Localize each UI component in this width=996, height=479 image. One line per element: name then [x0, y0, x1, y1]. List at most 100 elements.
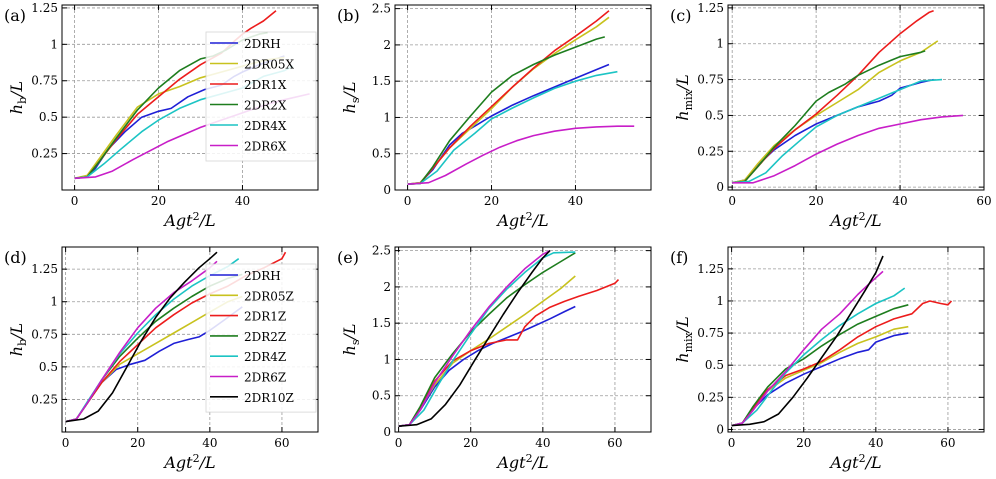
series-line-2DR2Z: [731, 304, 909, 427]
panel-label: (c): [670, 6, 691, 25]
y-axis-label: hs/L: [340, 82, 362, 114]
x-tick-label: 20: [151, 194, 166, 208]
y-tick-label: 2: [383, 280, 391, 294]
legend-box: [205, 263, 317, 413]
series-line-2DR6Z: [731, 270, 884, 427]
y-tick-label: 0: [383, 425, 391, 439]
axes-frame: [61, 246, 319, 433]
series-line-2DR6Z: [398, 249, 551, 427]
series-line-2DR2Z: [398, 252, 576, 427]
panel-label: (a): [4, 6, 26, 25]
legend-entry-2DR4X: 2DR4X: [244, 119, 287, 133]
panel-a: 0 20 400.250.50.7511.25(a)Agt2/Lhb/L2DRH2D…: [4, 1, 319, 230]
axes-frame: [394, 4, 652, 191]
y-tick-label: 0.5: [372, 147, 391, 161]
y-tick-label: 2: [383, 38, 391, 52]
x-axis-label: Agt2/L: [162, 452, 215, 472]
x-tick-label: 20: [796, 436, 811, 450]
y-axis-label: hmix/L: [673, 74, 695, 120]
x-tick-label: 20: [484, 194, 499, 208]
y-tick-label: 1.5: [372, 316, 391, 330]
x-axis-label: Agt2/L: [162, 210, 215, 230]
x-axis-label: Agt2/L: [828, 452, 881, 472]
legend-entry-2DRH: 2DRH: [244, 269, 281, 283]
x-tick-label: 0: [62, 436, 70, 450]
y-tick-label: 1.5: [372, 74, 391, 88]
legend-entry-2DR4Z: 2DR4Z: [244, 350, 286, 364]
x-tick-label: 60: [940, 436, 955, 450]
series-line-2DR6Z: [65, 260, 218, 423]
panel-e: 0 20 40 60 0 0.5 1 1.5 2 2.5 (e) Agt2/L hs/L: [337, 244, 652, 472]
y-tick-label: 0.25: [31, 147, 58, 161]
axes-frame: [394, 246, 652, 433]
series-line-2DRH: [732, 78, 934, 184]
x-tick-label: 0: [71, 194, 79, 208]
y-tick-label: 0.5: [372, 389, 391, 403]
series-line-2DR2Z: [407, 36, 606, 185]
series-line-2DR05X: [732, 40, 939, 184]
x-tick-label: 40: [868, 436, 883, 450]
y-tick-label: 1.25: [697, 1, 724, 15]
y-tick-label: 1: [50, 295, 58, 309]
y-tick-label: 0.75: [697, 326, 724, 340]
panel-c: 0 20 40 60 0 0.25 0.5 0.75 1 1.25 (c) Agt2/L hmix/L: [670, 1, 992, 230]
panel-b: 0 20 40 0 0.5 1 1.5 2 2.5 (b) Agt2/L hs/L: [337, 2, 652, 230]
panel-label: (e): [337, 248, 359, 267]
panel-f: 0 20 40 60 0 0.25 0.5 0.75 1 1.25 (f) Agt2/L hmix/L: [670, 246, 985, 472]
legend-entry-2DR1X: 2DR1X: [244, 78, 287, 92]
y-tick-label: 0: [716, 422, 724, 436]
y-tick-label: 0.5: [39, 360, 58, 374]
y-axis-label: hmix/L: [673, 316, 695, 362]
legend-entry-2DR6X: 2DR6X: [244, 140, 287, 154]
y-tick-label: 0.5: [705, 108, 724, 122]
y-tick-label: 1: [383, 352, 391, 366]
legend-box: [205, 31, 317, 162]
legend-entry-2DR1Z: 2DR1Z: [244, 310, 286, 324]
x-axis-label: Agt2/L: [828, 210, 881, 230]
x-tick-label: 60: [607, 436, 622, 450]
series-line-2DR10Z: [65, 251, 218, 423]
y-tick-label: 1: [50, 37, 58, 51]
y-tick-label: 1: [716, 37, 724, 51]
legend-entry-2DR2X: 2DR2X: [244, 99, 287, 113]
axes-frame: [727, 246, 985, 433]
y-tick-label: 0.75: [31, 74, 58, 88]
series-line-2DR6X: [732, 114, 964, 184]
y-tick-label: 1: [383, 110, 391, 124]
y-tick-label: 2.5: [372, 2, 391, 16]
legend-entry-2DR6Z: 2DR6Z: [244, 371, 286, 385]
x-tick-label: 20: [808, 194, 823, 208]
y-axis-label: hb/L: [7, 323, 29, 356]
legend: 2DRH 2DR05Z 2DR1Z 2DR2Z 2DR4Z 2DR6Z 2DR10Z: [205, 263, 317, 413]
series-line-2DRH: [407, 63, 610, 185]
x-tick-label: 60: [976, 194, 991, 208]
panel-label: (b): [337, 6, 360, 25]
x-tick-label: 0: [395, 436, 403, 450]
x-tick-label: 0: [728, 194, 736, 208]
legend-entry-2DR05Z: 2DR05Z: [244, 289, 294, 303]
y-tick-label: 0.25: [31, 392, 58, 406]
y-tick-label: 2.5: [372, 244, 391, 258]
series-line-2DR1Z: [731, 300, 953, 427]
x-tick-label: 40: [235, 194, 250, 208]
x-tick-label: 60: [274, 436, 289, 450]
x-tick-label: 40: [568, 194, 583, 208]
x-tick-label: 40: [892, 194, 907, 208]
y-tick-label: 0: [716, 180, 724, 194]
y-axis-label: hb/L: [7, 81, 29, 114]
legend-entry-2DR05X: 2DR05X: [244, 58, 295, 72]
x-tick-label: 40: [535, 436, 550, 450]
y-tick-label: 1.25: [31, 262, 58, 276]
y-tick-label: 0.75: [31, 327, 58, 341]
x-tick-label: 20: [463, 436, 478, 450]
axes-frame: [727, 4, 985, 191]
series-line-2DR10Z: [398, 250, 551, 427]
series-line-2DR10Z: [731, 255, 884, 427]
series-line-2DR2X: [732, 50, 926, 184]
series-line-2DR4Z: [407, 70, 618, 185]
y-tick-label: 0.5: [39, 110, 58, 124]
y-tick-label: 0.25: [697, 390, 724, 404]
y-tick-label: 0: [383, 183, 391, 197]
panel-label: (f): [670, 248, 688, 267]
